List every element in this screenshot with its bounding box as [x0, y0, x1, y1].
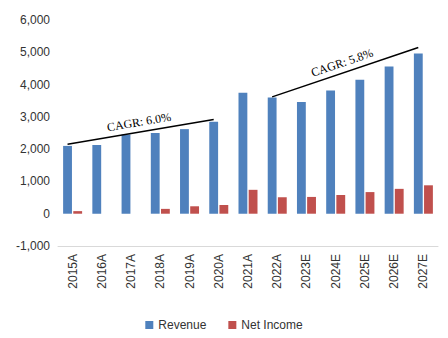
svg-text:2027E: 2027E	[416, 254, 430, 289]
svg-text:3,000: 3,000	[20, 110, 50, 124]
svg-text:2018A: 2018A	[153, 254, 167, 289]
svg-text:2026E: 2026E	[387, 254, 401, 289]
svg-text:6,000: 6,000	[20, 13, 50, 27]
svg-text:Revenue: Revenue	[158, 318, 206, 332]
svg-text:CAGR: 5.8%: CAGR: 5.8%	[309, 46, 375, 80]
svg-text:2023E: 2023E	[299, 254, 313, 289]
svg-text:0: 0	[43, 207, 50, 221]
svg-text:2021A: 2021A	[241, 254, 255, 289]
svg-text:-1,000: -1,000	[16, 239, 50, 253]
svg-text:2,000: 2,000	[20, 142, 50, 156]
svg-text:2019A: 2019A	[183, 254, 197, 289]
svg-text:1,000: 1,000	[20, 174, 50, 188]
svg-text:Net Income: Net Income	[241, 318, 303, 332]
svg-text:4,000: 4,000	[20, 78, 50, 92]
svg-text:2022A: 2022A	[270, 254, 284, 289]
svg-text:2016A: 2016A	[95, 254, 109, 289]
svg-text:2020A: 2020A	[212, 254, 226, 289]
svg-text:2025E: 2025E	[358, 254, 372, 289]
svg-text:2024E: 2024E	[329, 254, 343, 289]
svg-text:CAGR: 6.0%: CAGR: 6.0%	[106, 110, 172, 135]
svg-text:5,000: 5,000	[20, 45, 50, 59]
svg-text:2017A: 2017A	[124, 254, 138, 289]
svg-text:2015A: 2015A	[66, 254, 80, 289]
